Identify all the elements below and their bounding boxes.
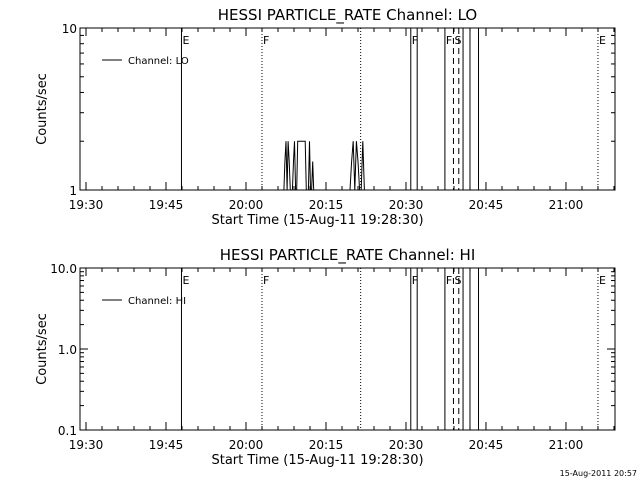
event-marker-flag: F (412, 34, 418, 47)
event-marker-flag: F (446, 274, 452, 287)
x-tick-label: 20:15 (309, 198, 344, 212)
y-tick-label: 1.0 (58, 343, 77, 357)
y-tick-label: 1 (69, 184, 77, 198)
plot-frame (79, 27, 616, 191)
chart-title: HESSI PARTICLE_RATE Channel: LO (218, 6, 477, 25)
chart-lo-channel: HESSI PARTICLE_RATE Channel: LO 19:30 19:4… (35, 6, 616, 228)
x-tick-label: 19:30 (69, 198, 104, 212)
x-tick-label: 19:30 (69, 438, 104, 452)
x-tick-label: 19:45 (149, 438, 184, 452)
x-tick-label: 20:00 (229, 198, 264, 212)
x-tick-label: 20:00 (229, 438, 264, 452)
x-tick-label: 20:45 (469, 198, 504, 212)
y-axis-label: Counts/sec (35, 313, 50, 385)
x-tick-label: 19:45 (149, 198, 184, 212)
event-marker-flag: E (182, 274, 189, 287)
event-marker-flag: F (263, 274, 269, 287)
event-marker-flag: S (454, 274, 461, 287)
event-marker-flag: F (412, 274, 418, 287)
event-marker-flag: E (599, 274, 606, 287)
footer-timestamp: 15-Aug-2011 20:57 (560, 469, 637, 478)
x-tick-label: 21:00 (549, 438, 584, 452)
x-tick-label: 20:15 (309, 438, 344, 452)
x-axis-label: Start Time (15-Aug-11 19:28:30) (211, 453, 423, 468)
y-tick-label: 10.0 (50, 262, 77, 276)
legend-label: Channel: HI (128, 296, 186, 307)
x-axis-label: Start Time (15-Aug-11 19:28:30) (211, 213, 423, 228)
y-tick-label: 0.1 (58, 424, 77, 438)
event-marker-flag: S (454, 34, 461, 47)
plot-frame (79, 267, 616, 431)
x-tick-label: 21:00 (549, 198, 584, 212)
y-axis-label: Counts/sec (35, 73, 50, 145)
event-marker-flag: F (446, 34, 452, 47)
x-tick-label: 20:30 (389, 438, 424, 452)
event-marker-flag: E (599, 34, 606, 47)
event-marker-flag: E (182, 34, 189, 47)
chart-title: HESSI PARTICLE_RATE Channel: HI (220, 246, 476, 265)
event-marker-flag: F (263, 34, 269, 47)
x-tick-label: 20:45 (469, 438, 504, 452)
x-tick-label: 20:30 (389, 198, 424, 212)
chart-hi-channel: HESSI PARTICLE_RATE Channel: HI 19:30 19:4… (35, 246, 616, 468)
legend-label: Channel: LO (128, 56, 189, 67)
y-tick-label: 10 (62, 22, 77, 36)
series-line-channel-lo (283, 140, 365, 191)
